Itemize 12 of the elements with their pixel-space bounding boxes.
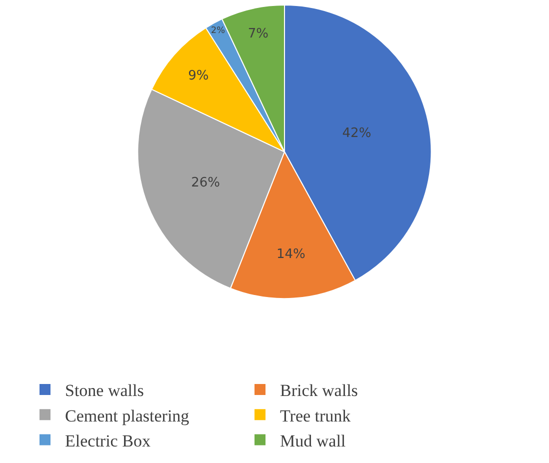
legend-label: Electric Box: [65, 431, 151, 450]
legend-label: Tree trunk: [280, 406, 352, 426]
legend-label: Brick walls: [280, 381, 358, 400]
data-label: 14%: [276, 247, 306, 262]
data-label: 9%: [188, 68, 209, 84]
data-label: 2%: [210, 26, 225, 36]
legend-label: Mud wall: [280, 431, 346, 450]
legend-label: Cement plastering: [65, 406, 190, 426]
legend-label: Stone walls: [65, 381, 144, 400]
data-label: 42%: [342, 126, 372, 141]
data-label: 26%: [191, 176, 220, 191]
data-label: 7%: [248, 26, 269, 42]
